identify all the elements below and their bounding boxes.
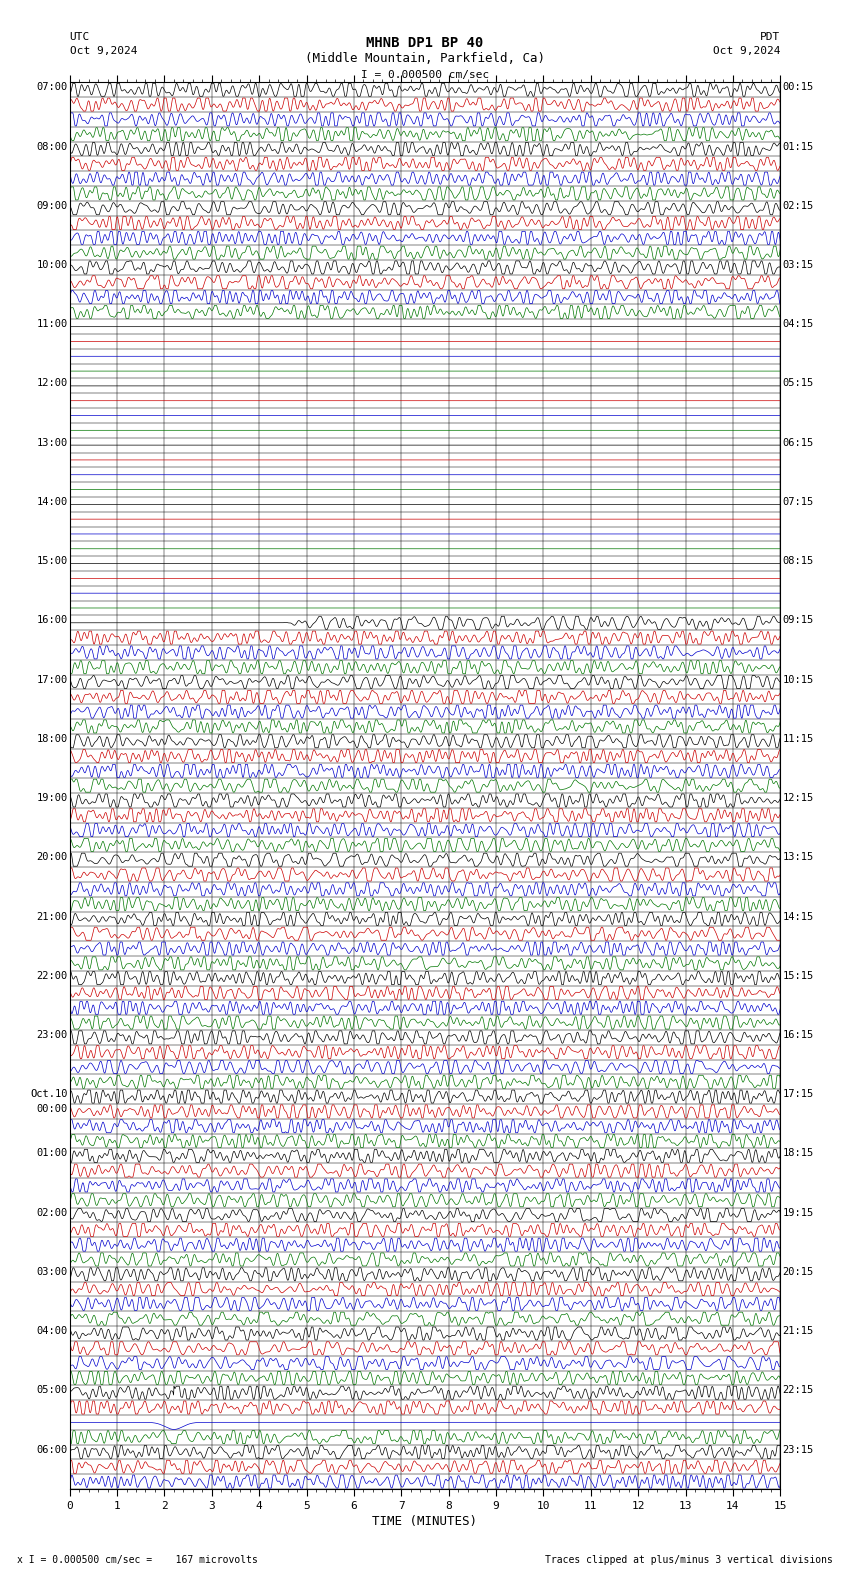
- Text: I = 0.000500 cm/sec: I = 0.000500 cm/sec: [361, 70, 489, 79]
- Text: 22:00: 22:00: [37, 971, 67, 980]
- Text: 17:15: 17:15: [783, 1090, 813, 1099]
- Text: 10:00: 10:00: [37, 260, 67, 269]
- Text: PDT: PDT: [760, 32, 780, 41]
- Text: 19:00: 19:00: [37, 794, 67, 803]
- Text: 00:15: 00:15: [783, 82, 813, 92]
- Text: 20:00: 20:00: [37, 852, 67, 862]
- Text: 00:00: 00:00: [37, 1104, 67, 1114]
- Text: 23:15: 23:15: [783, 1445, 813, 1454]
- Text: 14:15: 14:15: [783, 911, 813, 922]
- Text: 03:00: 03:00: [37, 1267, 67, 1277]
- Text: 04:15: 04:15: [783, 320, 813, 329]
- Text: 11:00: 11:00: [37, 320, 67, 329]
- Text: 15:15: 15:15: [783, 971, 813, 980]
- Text: 16:15: 16:15: [783, 1030, 813, 1041]
- Text: 03:15: 03:15: [783, 260, 813, 269]
- Text: 02:15: 02:15: [783, 201, 813, 211]
- X-axis label: TIME (MINUTES): TIME (MINUTES): [372, 1514, 478, 1529]
- Text: 22:15: 22:15: [783, 1386, 813, 1396]
- Text: 17:00: 17:00: [37, 675, 67, 684]
- Text: 21:00: 21:00: [37, 911, 67, 922]
- Text: 13:15: 13:15: [783, 852, 813, 862]
- Text: 07:15: 07:15: [783, 497, 813, 507]
- Text: 07:00: 07:00: [37, 82, 67, 92]
- Text: 10:15: 10:15: [783, 675, 813, 684]
- Text: 21:15: 21:15: [783, 1326, 813, 1335]
- Text: 14:00: 14:00: [37, 497, 67, 507]
- Text: 06:15: 06:15: [783, 437, 813, 448]
- Text: 01:15: 01:15: [783, 141, 813, 152]
- Text: Oct.10: Oct.10: [30, 1090, 67, 1099]
- Text: 11:15: 11:15: [783, 733, 813, 744]
- Text: Traces clipped at plus/minus 3 vertical divisions: Traces clipped at plus/minus 3 vertical …: [545, 1555, 833, 1565]
- Text: 08:00: 08:00: [37, 141, 67, 152]
- Text: 02:00: 02:00: [37, 1207, 67, 1218]
- Text: 05:00: 05:00: [37, 1386, 67, 1396]
- Text: 08:15: 08:15: [783, 556, 813, 565]
- Text: 20:15: 20:15: [783, 1267, 813, 1277]
- Text: 12:15: 12:15: [783, 794, 813, 803]
- Text: UTC: UTC: [70, 32, 90, 41]
- Text: 06:00: 06:00: [37, 1445, 67, 1454]
- Text: Oct 9,2024: Oct 9,2024: [713, 46, 780, 55]
- Text: 04:00: 04:00: [37, 1326, 67, 1335]
- Text: x I = 0.000500 cm/sec =    167 microvolts: x I = 0.000500 cm/sec = 167 microvolts: [17, 1555, 258, 1565]
- Text: 19:15: 19:15: [783, 1207, 813, 1218]
- Text: 15:00: 15:00: [37, 556, 67, 565]
- Text: 23:00: 23:00: [37, 1030, 67, 1041]
- Text: 05:15: 05:15: [783, 379, 813, 388]
- Text: (Middle Mountain, Parkfield, Ca): (Middle Mountain, Parkfield, Ca): [305, 52, 545, 65]
- Text: 13:00: 13:00: [37, 437, 67, 448]
- Text: 18:00: 18:00: [37, 733, 67, 744]
- Text: MHNB DP1 BP 40: MHNB DP1 BP 40: [366, 36, 484, 51]
- Text: 12:00: 12:00: [37, 379, 67, 388]
- Text: Oct 9,2024: Oct 9,2024: [70, 46, 137, 55]
- Text: 09:00: 09:00: [37, 201, 67, 211]
- Text: 16:00: 16:00: [37, 616, 67, 626]
- Text: 18:15: 18:15: [783, 1148, 813, 1158]
- Text: 09:15: 09:15: [783, 616, 813, 626]
- Text: 01:00: 01:00: [37, 1148, 67, 1158]
